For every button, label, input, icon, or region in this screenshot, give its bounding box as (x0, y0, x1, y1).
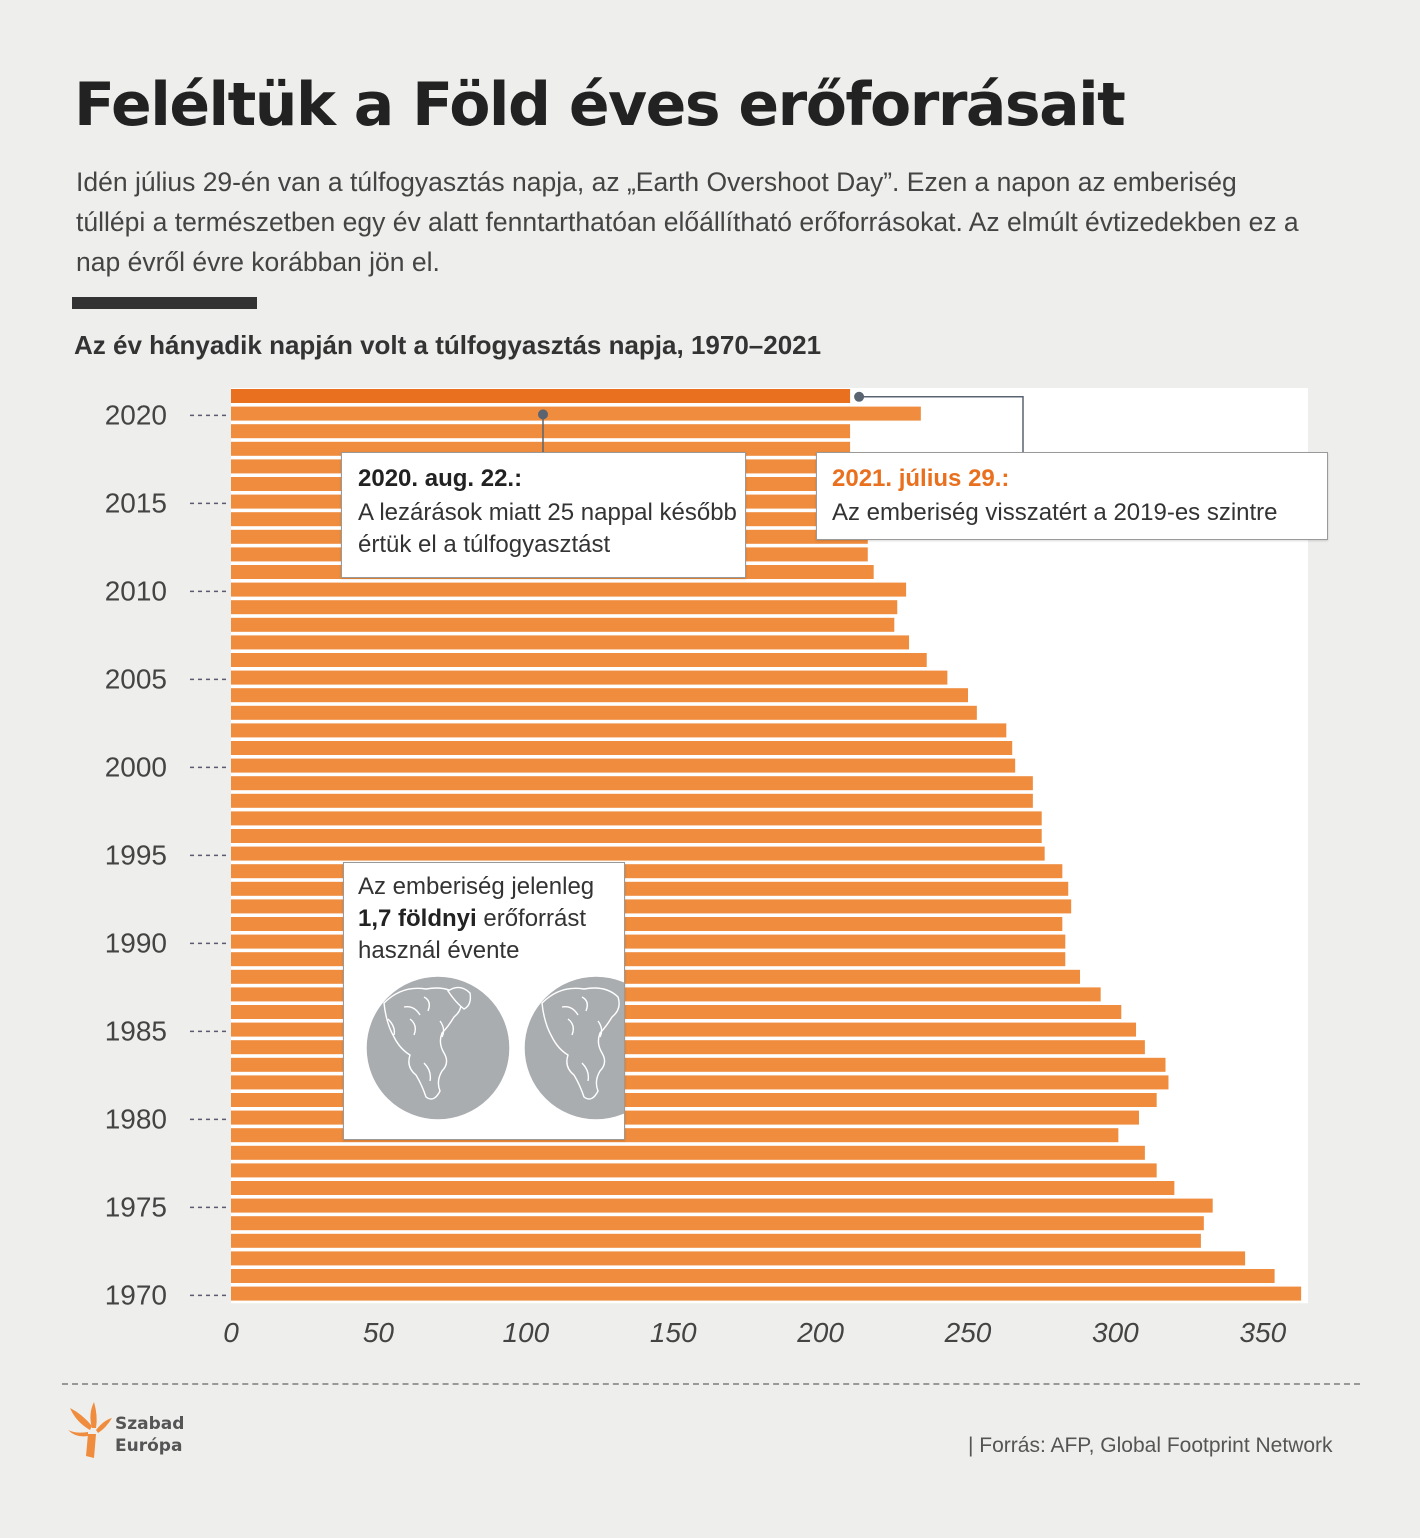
callout-earths: Az emberiség jelenleg 1,7 földnyi erőfor… (343, 862, 625, 1140)
callout-2020-lockdown: 2020. aug. 22.: A lezárások miatt 25 nap… (341, 452, 746, 578)
y-tick-2010: 2010 (105, 575, 167, 606)
title-divider (72, 297, 257, 309)
earths-bold-value: 1,7 földnyi (358, 905, 477, 932)
y-tick-2015: 2015 (105, 487, 167, 518)
bar-1971 (231, 1269, 1275, 1283)
callout-2020-text: A lezárások miatt 25 nappal később értük… (358, 499, 737, 558)
callout-2020-heading: 2020. aug. 22.: (358, 465, 523, 492)
bar-2003 (231, 705, 977, 720)
logo-line2: Európa (115, 1436, 183, 1456)
callout-earths-text: Az emberiség jelenleg 1,7 földnyi erőfor… (358, 871, 618, 967)
source-note: | Forrás: AFP, Global Footprint Network (968, 1434, 1333, 1457)
y-tick-2000: 2000 (105, 751, 167, 782)
bar-1974 (231, 1216, 1204, 1231)
bar-1972 (231, 1251, 1246, 1266)
bar-1976 (231, 1181, 1175, 1195)
bar-2009 (231, 600, 898, 615)
bar-2002 (231, 723, 1007, 738)
bar-1995 (231, 846, 1045, 861)
x-tick-250: 250 (944, 1317, 992, 1348)
globe-icon (365, 975, 624, 1121)
bar-2020 (231, 406, 921, 421)
y-tick-1970: 1970 (105, 1279, 167, 1310)
bar-1973 (231, 1233, 1201, 1248)
y-tick-1985: 1985 (105, 1015, 167, 1046)
bar-2006 (231, 653, 927, 667)
bar-1977 (231, 1163, 1157, 1178)
bar-1978 (231, 1145, 1145, 1160)
bar-2004 (231, 688, 968, 703)
bar-1999 (231, 776, 1033, 791)
bar-1975 (231, 1198, 1213, 1213)
x-tick-100: 100 (502, 1317, 549, 1348)
y-tick-1975: 1975 (105, 1191, 167, 1222)
callout-2021-text: Az emberiség visszatért a 2019-es szintr… (832, 499, 1278, 526)
bar-1997 (231, 811, 1042, 826)
y-tick-1995: 1995 (105, 839, 167, 870)
earths-line3: használ évente (358, 937, 520, 964)
x-tick-50: 50 (363, 1317, 395, 1348)
x-tick-350: 350 (1239, 1317, 1286, 1348)
chart-subtitle: Az év hányadik napján volt a túlfogyaszt… (74, 330, 822, 360)
callout-2021-heading: 2021. július 29.: (832, 465, 1010, 492)
y-tick-2005: 2005 (105, 663, 167, 694)
bar-2021 (231, 389, 851, 403)
earths-line2: erőforrást (476, 905, 587, 932)
bar-2007 (231, 635, 910, 650)
bar-2019 (231, 424, 851, 439)
bar-2000 (231, 758, 1016, 773)
logo-line1: Szabad (115, 1414, 185, 1434)
x-tick-150: 150 (650, 1317, 697, 1348)
footer-divider (62, 1383, 1360, 1385)
x-tick-0: 0 (223, 1317, 239, 1348)
brand-logo-text: Szabad Európa (115, 1413, 184, 1457)
x-tick-300: 300 (1092, 1317, 1139, 1348)
bar-1996 (231, 829, 1042, 843)
bar-1970 (231, 1286, 1302, 1301)
overshoot-chart: 2020201520102005200019951990198519801975… (105, 388, 1308, 1348)
y-tick-2020: 2020 (105, 399, 167, 430)
callout-2021-current: 2021. július 29.: Az emberiség visszatér… (816, 452, 1328, 540)
earths-line1: Az emberiség jelenleg (358, 873, 595, 900)
connector-2021 (859, 396, 1024, 452)
x-tick-200: 200 (796, 1317, 844, 1348)
intro-text: Idén július 29-én van a túlfogyasztás na… (76, 167, 1299, 277)
y-tick-1990: 1990 (105, 927, 167, 958)
bar-1998 (231, 793, 1033, 808)
page-title: Feléltük a Föld éves erőforrásait (74, 70, 1126, 140)
bar-2010 (231, 582, 907, 597)
y-tick-1980: 1980 (105, 1103, 167, 1134)
bar-2001 (231, 741, 1013, 755)
flame-logo-icon (68, 1402, 112, 1458)
bar-2008 (231, 617, 895, 632)
bar-2005 (231, 670, 948, 685)
